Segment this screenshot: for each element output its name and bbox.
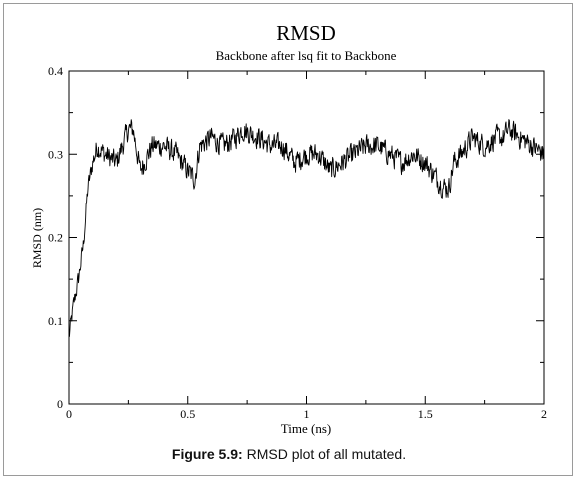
chart-title: RMSD bbox=[276, 21, 336, 45]
figure-caption: Figure 5.9: RMSD plot of all mutated. bbox=[0, 446, 578, 462]
y-tick-label: 0.4 bbox=[48, 64, 63, 78]
x-tick-label: 1.5 bbox=[418, 407, 433, 421]
y-tick-label: 0.1 bbox=[48, 314, 63, 328]
y-tick-label: 0.2 bbox=[48, 231, 63, 245]
rmsd-chart: RMSD Backbone after lsq fit to Backbone … bbox=[30, 21, 547, 436]
series-group bbox=[68, 119, 545, 337]
chart-subtitle: Backbone after lsq fit to Backbone bbox=[216, 48, 397, 63]
figure-frame bbox=[3, 3, 573, 476]
axis-ticks: 0 0.5 1 1.5 2 0 0.1 0.2 0.3 0.4 bbox=[48, 64, 547, 421]
caption-text: RMSD plot of all mutated. bbox=[242, 446, 407, 462]
plot-area bbox=[68, 70, 545, 405]
x-tick-label: 0.5 bbox=[180, 407, 195, 421]
y-tick-label: 0.3 bbox=[48, 147, 63, 161]
y-axis-label: RMSD (nm) bbox=[30, 208, 44, 268]
x-axis-label: Time (ns) bbox=[281, 421, 331, 436]
x-tick-label: 2 bbox=[541, 407, 547, 421]
x-tick-label: 0 bbox=[66, 407, 72, 421]
x-tick-label: 1 bbox=[304, 407, 310, 421]
caption-label: Figure 5.9: bbox=[171, 446, 243, 462]
y-tick-label: 0 bbox=[57, 397, 63, 411]
rmsd-series-line-0 bbox=[68, 119, 545, 337]
